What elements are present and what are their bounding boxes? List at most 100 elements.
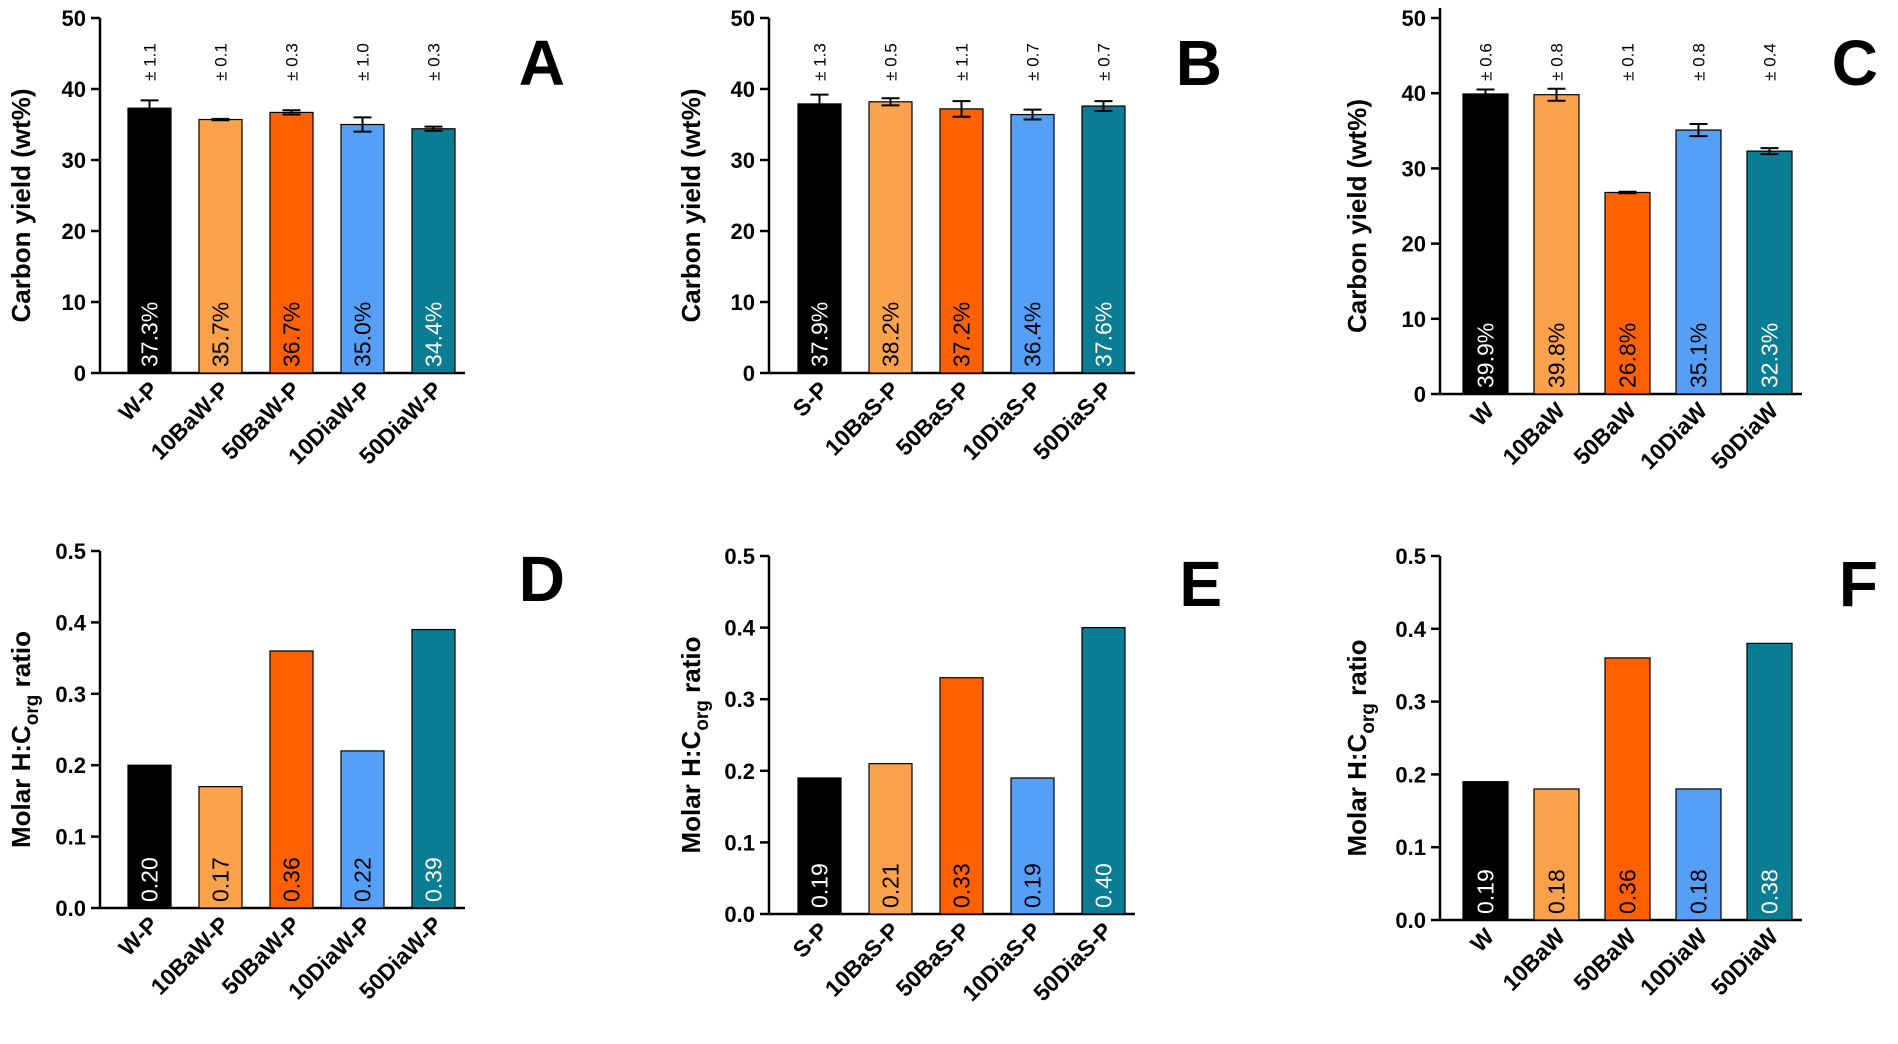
panel-letter: D (519, 543, 565, 615)
chart-panel-f: 0.0 0.1 0.2 0.3 0.4 0.5 Molar H:Corg ratio F 0.1… (1342, 544, 1878, 1000)
y-tick-label: 0.3 (55, 682, 86, 707)
error-label: ± 0.6 (1477, 43, 1496, 81)
bar-value-label: 26.8% (1615, 323, 1641, 388)
category-label: W-P (113, 911, 163, 961)
y-tick-label: 40 (1402, 81, 1426, 106)
y-tick-label: 0.4 (724, 616, 755, 641)
y-tick-label: 10 (731, 290, 755, 315)
bar-50diaw-p (411, 128, 456, 374)
bar-10diaw (1675, 129, 1722, 395)
y-tick-label: 0 (743, 361, 755, 386)
bar-value-label: 35.7% (208, 302, 234, 367)
bar-10diaw-p (340, 750, 385, 909)
category-label: W (1465, 923, 1499, 957)
bar-50bas-p (939, 108, 984, 374)
y-tick-label: 0.0 (55, 896, 86, 921)
y-tick-label: 0.4 (1395, 617, 1426, 642)
chart-panel-b: 0 10 20 30 40 50 Carbon yield (wt%) B ± 1.3 37.9%… (676, 6, 1222, 465)
chart-panel-d: 0.0 0.1 0.2 0.3 0.4 0.5 Molar H:Corg ratio D 0.2… (6, 539, 565, 1004)
bar-value-label: 36.7% (279, 302, 305, 367)
bar-50baw (1604, 657, 1651, 921)
error-label: ± 0.3 (425, 43, 444, 81)
error-label: ± 0.7 (1095, 43, 1114, 81)
category-label: W (1465, 397, 1499, 431)
y-axis-title: Carbon yield (wt%) (676, 88, 706, 322)
bar-value-label: 39.9% (1473, 323, 1499, 388)
y-tick-label: 0.0 (1395, 908, 1426, 933)
category-label: 10BaW (1497, 397, 1570, 470)
error-label: ± 1.0 (354, 43, 373, 81)
y-tick-label: 50 (62, 6, 86, 31)
y-tick-label: 0.5 (724, 544, 755, 569)
bar-10diaw (1675, 788, 1722, 921)
error-label: ± 0.8 (1548, 43, 1567, 81)
y-axis-title: Molar H:Corg ratio (1342, 640, 1379, 857)
bar-value-label: 37.3% (137, 302, 163, 367)
category-label: 50BaW (1568, 397, 1641, 470)
bar-10baw (1533, 788, 1580, 921)
panel-letter: E (1179, 548, 1222, 620)
bar-value-label: 35.1% (1686, 323, 1712, 388)
y-tick-label: 0.0 (724, 902, 755, 927)
y-tick-label: 10 (1402, 307, 1426, 332)
y-tick-label: 20 (731, 219, 755, 244)
bar-50baw-p (269, 111, 314, 374)
bar-10baw-p (198, 786, 243, 909)
bar-10bas-p (868, 763, 913, 915)
category-label: 10DiaW (1635, 397, 1712, 474)
bar-10bas-p (868, 101, 913, 374)
y-tick-label: 0.2 (724, 759, 755, 784)
bar-value-label: 0.22 (350, 857, 376, 902)
bar-value-label: 36.4% (1020, 302, 1046, 367)
panel-letter: F (1839, 548, 1878, 620)
category-label: 50DiaS-P (1028, 917, 1117, 1006)
bar-s-p (797, 103, 842, 374)
panel-letter: A (519, 27, 565, 99)
error-label: ± 0.7 (1024, 43, 1043, 81)
error-label: ± 1.1 (141, 43, 160, 81)
y-tick-label: 40 (731, 77, 755, 102)
bar-value-label: 0.36 (279, 857, 305, 902)
y-tick-label: 0.1 (1395, 835, 1426, 860)
y-tick-label: 0.4 (55, 610, 86, 635)
bar-value-label: 39.8% (1544, 323, 1570, 388)
y-axis-title: Carbon yield (wt%) (6, 88, 36, 322)
bar-50bas-p (939, 677, 984, 915)
bar-value-label: 0.19 (1020, 863, 1046, 908)
bar-value-label: 35.0% (350, 302, 376, 367)
category-label: S-P (788, 376, 833, 421)
category-label: 10DiaW (1635, 923, 1712, 1000)
y-tick-label: 0.3 (724, 687, 755, 712)
y-axis-title: Molar H:Corg ratio (676, 637, 713, 854)
error-label: ± 0.1 (212, 43, 231, 81)
bar-w-p (127, 764, 172, 909)
y-tick-label: 50 (731, 6, 755, 31)
bar-value-label: 0.40 (1091, 863, 1117, 908)
chart-panel-e: 0.0 0.1 0.2 0.3 0.4 0.5 Molar H:Corg ratio E 0.1… (676, 544, 1222, 1006)
bar-10diaw-p (340, 123, 385, 374)
y-tick-label: 0 (1414, 382, 1426, 407)
bar-50baw-p (269, 650, 314, 909)
error-label: ± 1.1 (953, 43, 972, 81)
bar-value-label: 38.2% (878, 302, 904, 367)
chart-panel-c: 0 10 20 30 40 50 Carbon yield (wt%) C ± 0.6 39.9%… (1342, 6, 1878, 474)
y-tick-label: 30 (1402, 156, 1426, 181)
error-label: ± 0.1 (1619, 43, 1638, 81)
y-axis-title: Carbon yield (wt%) (1342, 99, 1372, 333)
panel-letter: B (1176, 27, 1222, 99)
bar-value-label: 0.19 (807, 863, 833, 908)
bar-value-label: 0.33 (949, 863, 975, 908)
bar-w (1462, 781, 1509, 921)
y-tick-label: 0.3 (1395, 690, 1426, 715)
y-tick-label: 10 (62, 290, 86, 315)
category-label: S-P (788, 917, 833, 962)
chart-panel-a: 0 10 20 30 40 50 Carbon yield (wt%) A ± 1.1 37.3%… (6, 6, 565, 469)
category-label: 50BaW (1568, 923, 1641, 996)
y-tick-label: 0.1 (55, 825, 86, 850)
y-tick-label: 0.5 (55, 539, 86, 564)
bar-value-label: 0.18 (1686, 869, 1712, 914)
panel-letter: C (1832, 27, 1878, 99)
bar-50diaw (1746, 642, 1793, 921)
bar-w-p (127, 107, 172, 374)
